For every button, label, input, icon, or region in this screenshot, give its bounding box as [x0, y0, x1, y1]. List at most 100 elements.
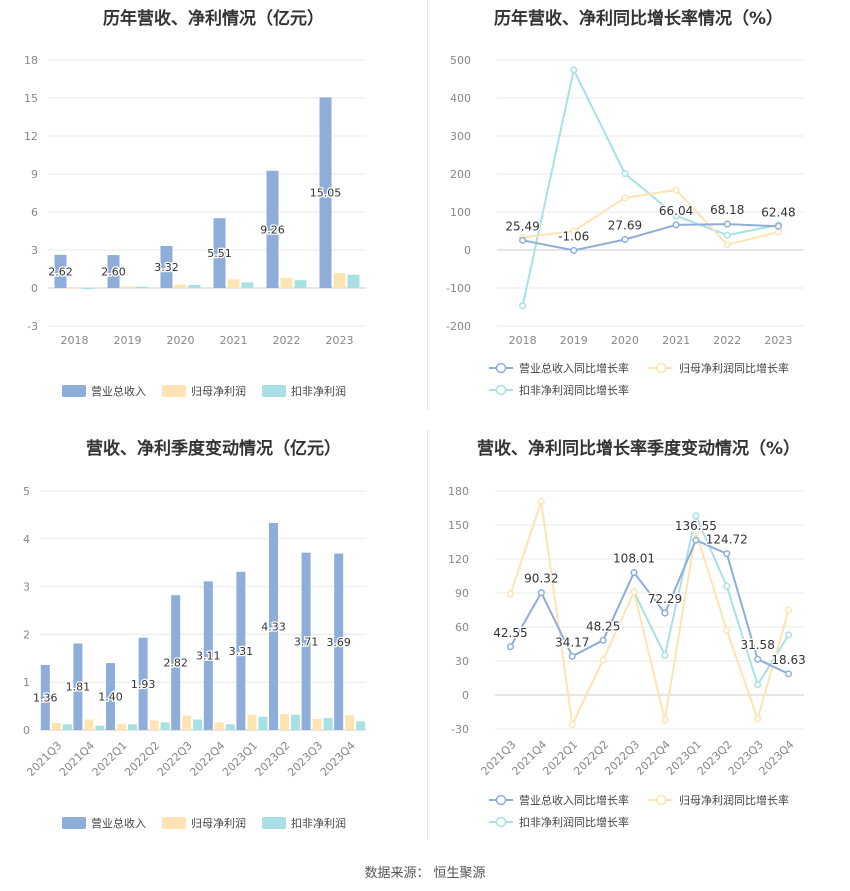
legend-label: 扣非净利润 [291, 384, 346, 398]
bar-net-profit [345, 715, 355, 730]
series-point [630, 588, 638, 596]
y-tick-label: 3 [23, 581, 30, 594]
bar-net-profit [247, 714, 257, 730]
bar-data-label: 3.71 [294, 635, 319, 648]
line-data-label: 62.48 [761, 205, 795, 219]
series-point [621, 194, 629, 202]
y-tick-label: -3 [27, 320, 38, 333]
gridlines: -3 0 3 6 9 12 15 18 [24, 54, 366, 333]
data-labels: 42.55 90.32 34.17 48.25 108.01 72.29 136.55124… [492, 518, 807, 668]
x-tick-label: 2023Q4 [318, 739, 358, 779]
legend-label: 归母净利润 [191, 816, 246, 830]
bar-net-profit [280, 277, 293, 288]
x-tick-label: 2023 [764, 334, 792, 347]
bar-data-label: 3.32 [154, 261, 179, 274]
line-data-label: 68.18 [710, 203, 744, 217]
series-line [521, 66, 779, 307]
gridlines: -200 -100 0 100 200 300 400 500 [446, 54, 804, 333]
x-tick-label: 2019 [560, 334, 588, 347]
bar-deducted-profit [193, 719, 203, 730]
series-point [621, 235, 629, 244]
y-tick-label: 100 [450, 206, 471, 219]
x-tick-label: 2022Q4 [187, 739, 227, 779]
series-point [661, 716, 669, 724]
line-data-label: -1.06 [558, 229, 589, 243]
y-tick-label: 9 [31, 168, 38, 181]
series-point [754, 715, 762, 723]
bar-deducted-profit [188, 284, 201, 288]
series-point [570, 246, 578, 254]
bar-revenue [319, 97, 332, 288]
bar-data-label: 4.33 [261, 621, 286, 634]
y-tick-label: 120 [448, 553, 469, 566]
bar-data-label: 15.05 [310, 187, 342, 200]
panel-annual-revenue-profit: 历年营收、净利情况（亿元） -3 0 3 6 9 12 15 18 2.62 2.60 3.32 5.… [0, 0, 427, 415]
bar-net-profit [174, 284, 187, 288]
panel-quarter-growth: 营收、净利同比增长率季度变动情况（%） -30 0 30 60 90 120 150 180 4… [427, 430, 850, 850]
x-tick-label: 2023Q1 [220, 739, 260, 779]
legend-marker [495, 794, 507, 806]
series-point [774, 222, 782, 230]
legend-label: 扣非净利润同比增长率 [519, 383, 629, 397]
chart-svg: -200 -100 0 100 200 300 400 500 25.49 -1.06 27.69 6… [446, 54, 804, 397]
y-tick-label: 2 [23, 628, 30, 641]
legend-label: 扣非净利润 [291, 816, 346, 830]
legend-label: 归母净利润同比增长率 [679, 793, 789, 807]
series-point [506, 643, 514, 651]
bar-data-label: 1.36 [33, 691, 58, 704]
series-point [723, 231, 731, 239]
series-point [537, 589, 545, 597]
y-tick-label: 6 [31, 206, 38, 219]
chart-svg: -30 0 30 60 90 120 150 180 42.55 90.32 34.17 48.25 1… [448, 485, 807, 829]
line-data-label: 72.29 [648, 592, 682, 606]
bar-net-profit [312, 719, 322, 730]
series-point [785, 606, 793, 614]
bar-data-label: 1.40 [98, 691, 123, 704]
bar-revenue [213, 218, 226, 288]
bar-deducted-profit [323, 718, 333, 730]
bar-deducted-profit [258, 716, 268, 730]
series-point [723, 220, 731, 228]
y-tick-label: 0 [464, 244, 471, 257]
y-tick-label: 150 [448, 519, 469, 532]
chart-title: 历年营收、净利同比增长率情况（%） [493, 9, 784, 29]
legend-marker [655, 794, 667, 806]
x-tick-label: 2018 [509, 334, 537, 347]
vertical-divider-top [427, 0, 428, 410]
bar-net-profit [333, 273, 346, 288]
line-data-label: 31.58 [740, 638, 774, 652]
bar-data-label: 2.62 [48, 265, 73, 278]
bar-data-label: 9.26 [260, 223, 285, 236]
series-point [774, 228, 782, 236]
bar-net-profit [182, 715, 192, 730]
y-tick-label: 0 [462, 689, 469, 702]
series-point [537, 497, 545, 505]
bar-revenue [266, 170, 279, 288]
legend-marker [495, 816, 507, 828]
data-labels: 1.36 1.81 1.40 1.93 2.82 3.11 3.31 4.33 3.71 3.69 [32, 619, 352, 705]
bar-net-profit [121, 286, 134, 288]
y-tick-label: 1 [23, 676, 30, 689]
chart-svg: 0 1 2 3 4 5 1.36 1.81 1.40 1.93 2.82 3.11 3.31 4.33 3.… [23, 485, 366, 830]
y-tick-label: 200 [450, 168, 471, 181]
x-tick-label: 2023Q2 [253, 739, 293, 779]
series-line [509, 500, 790, 728]
chart-title: 营收、净利同比增长率季度变动情况（%） [476, 439, 801, 459]
x-axis-labels: 2021Q32021Q42022Q12022Q22022Q32022Q42023… [479, 738, 797, 778]
data-labels: 2.62 2.60 3.32 5.51 9.26 15.05 [47, 185, 343, 279]
y-tick-label: -200 [446, 320, 471, 333]
x-tick-label: 2022Q2 [122, 739, 162, 779]
line-series-revenue-growth [519, 220, 782, 254]
bars [40, 523, 366, 730]
bar-data-label: 2.82 [163, 657, 188, 670]
bar-revenue [138, 637, 148, 730]
line-data-label: 48.25 [586, 619, 620, 633]
bar-net-profit [227, 279, 240, 288]
bar-deducted-profit [128, 724, 137, 730]
legend-swatch [62, 817, 86, 829]
series-point [723, 626, 731, 634]
bar-revenue [301, 552, 311, 730]
bar-deducted-profit [294, 280, 307, 288]
y-tick-label: -30 [451, 723, 469, 736]
line-series-deducted-growth [519, 66, 782, 310]
